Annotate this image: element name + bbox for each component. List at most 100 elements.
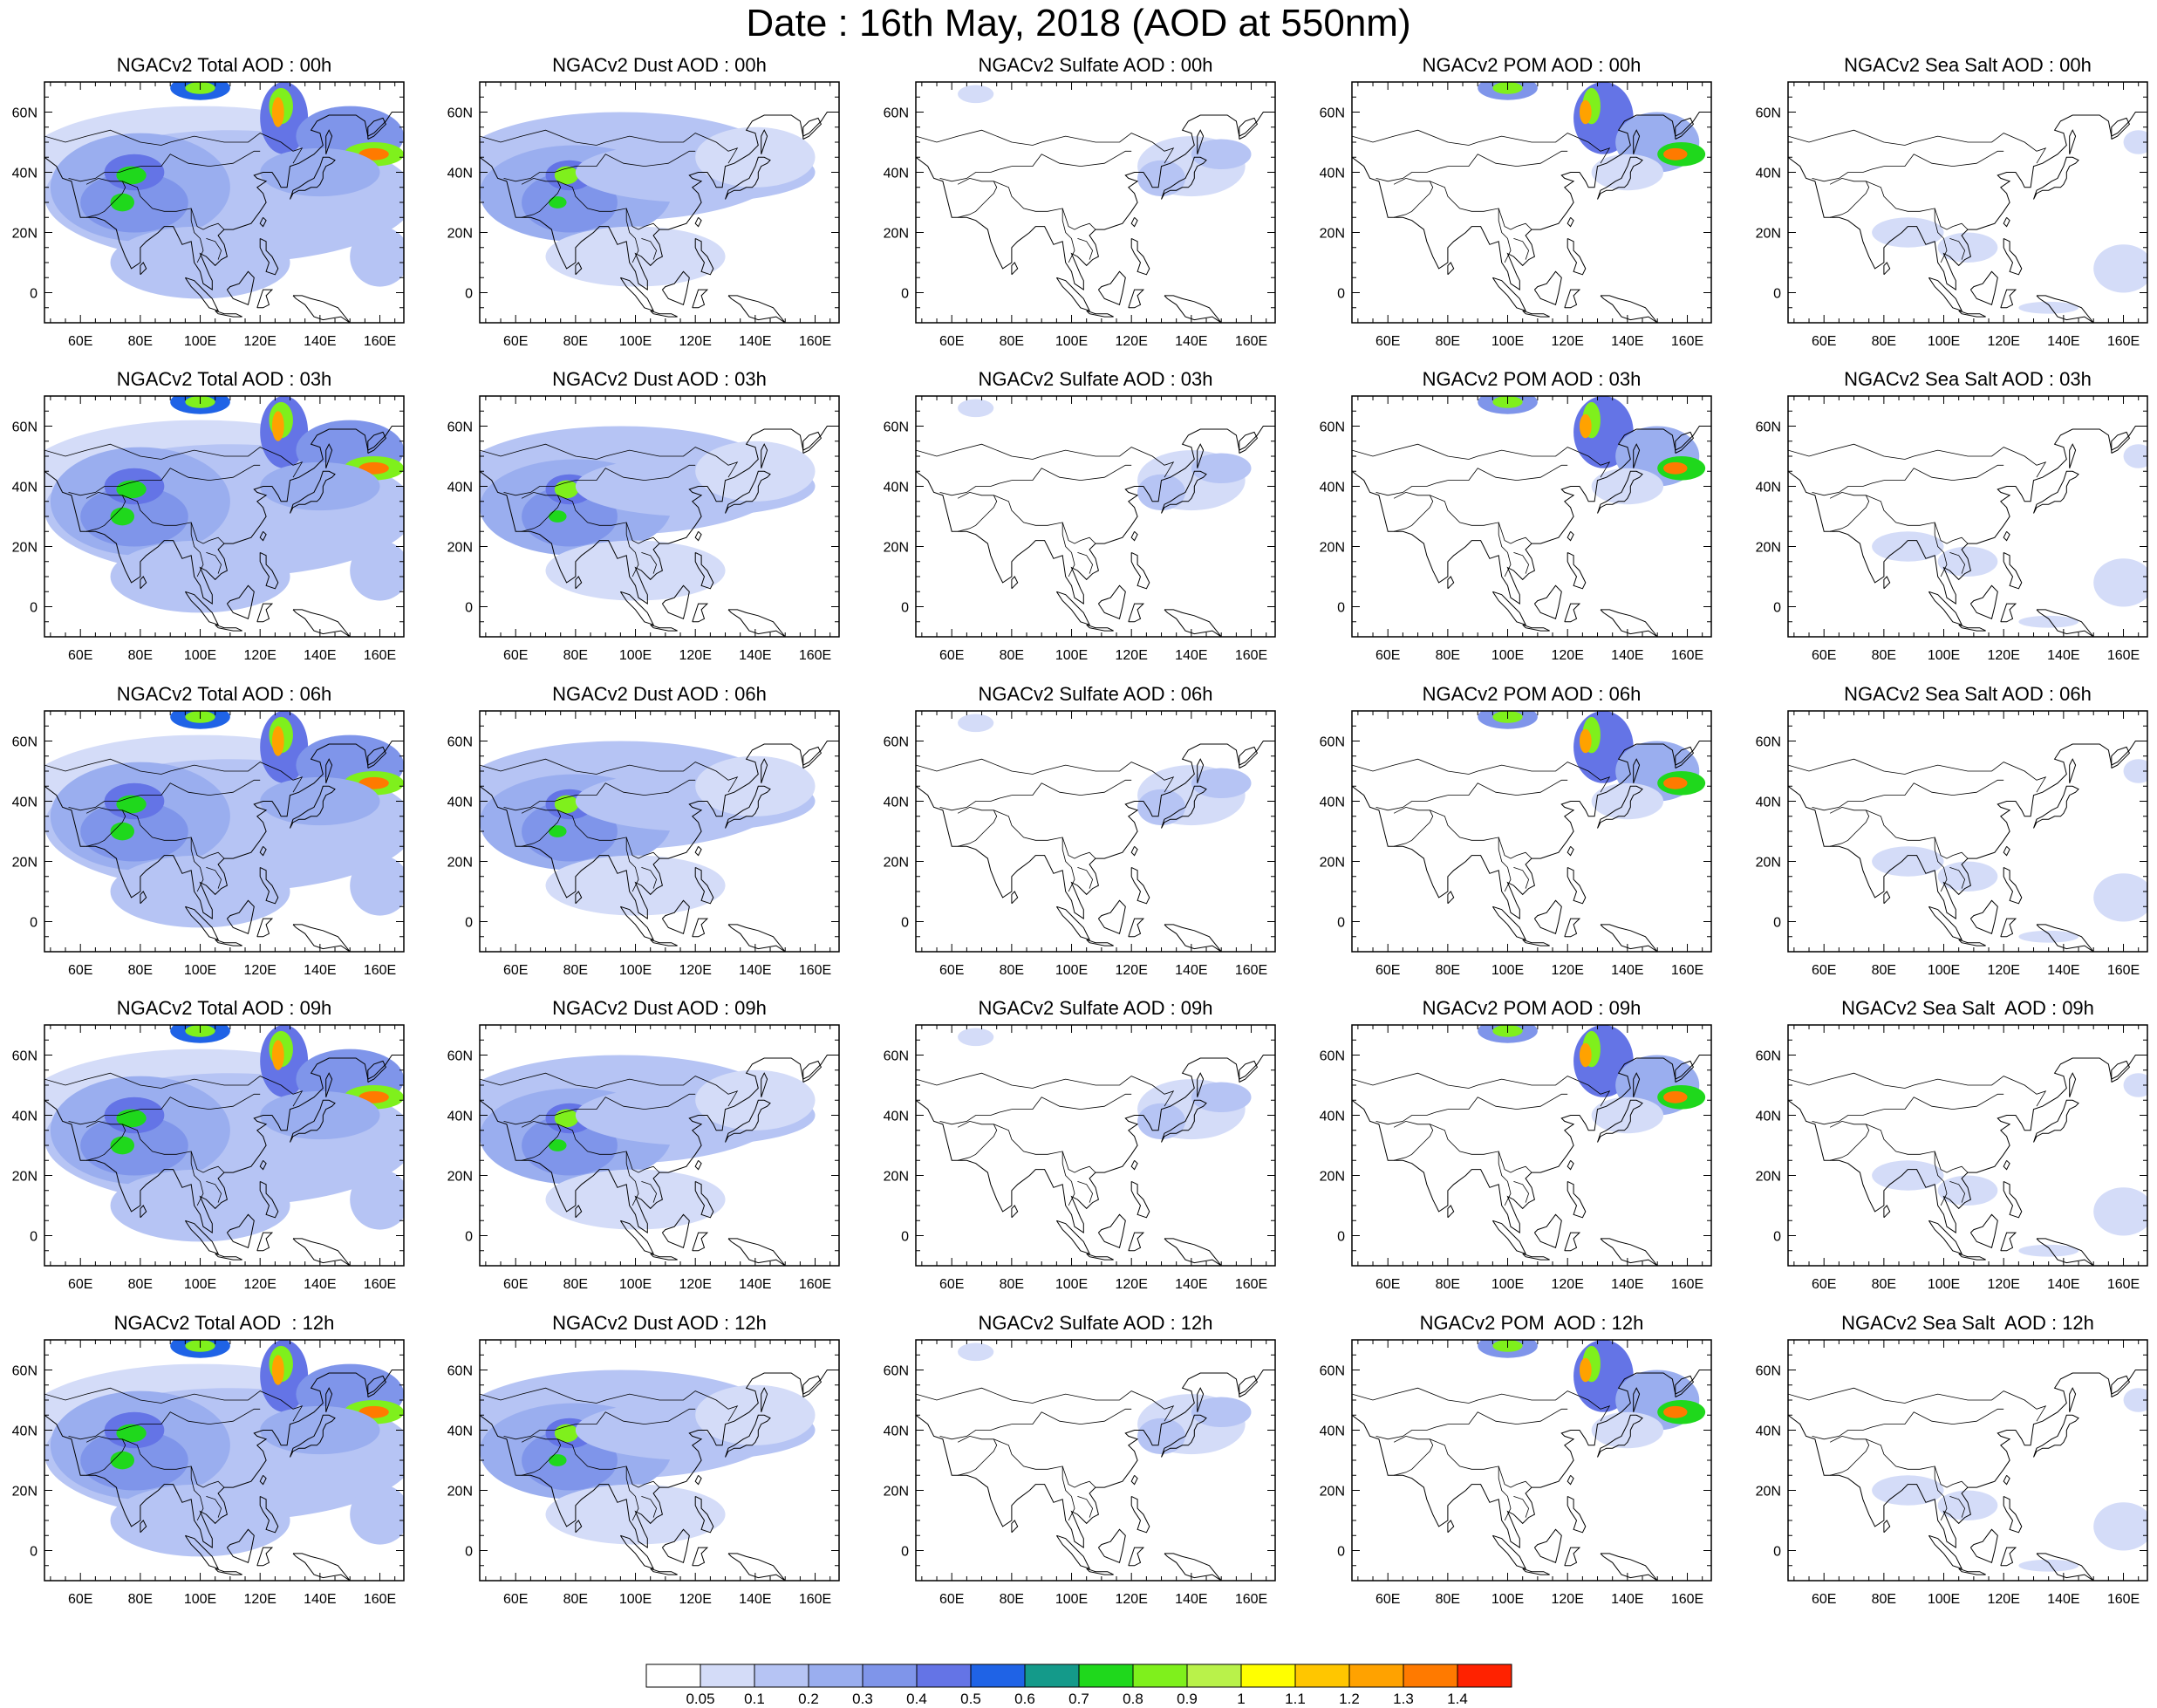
map-plot: 60N 40N 20N 0 60E 80E 100E 120E 140E 160E bbox=[1756, 710, 2148, 978]
lon-tick-label: 60E bbox=[1812, 1277, 1836, 1292]
lon-tick-label: 160E bbox=[799, 1277, 831, 1292]
coastline bbox=[1567, 1474, 1574, 1486]
country-border bbox=[1375, 1424, 1448, 1440]
map-plot: 60N 40N 20N 0 60E 80E 100E 120E 140E 160E bbox=[447, 81, 840, 349]
country-border bbox=[1883, 150, 2004, 167]
map-panel-sulfate-aod-09h: NGACv2 Sulfate AOD : 09h 60N 40N 20N 0 60E 80E… bbox=[872, 997, 1328, 1297]
country-border bbox=[140, 1408, 261, 1425]
aod-field-patch bbox=[1591, 468, 1664, 505]
coastline bbox=[1161, 156, 1207, 200]
coastline bbox=[650, 310, 678, 318]
colorbar-swatch bbox=[808, 1664, 863, 1688]
panel-title: NGACv2 Total AOD : 12h bbox=[113, 1312, 335, 1334]
coastline bbox=[575, 262, 583, 276]
coastline bbox=[1928, 1220, 1963, 1255]
country-border bbox=[1949, 1496, 1966, 1518]
lon-tick-label: 120E bbox=[1988, 1592, 2020, 1607]
coastline bbox=[2033, 785, 2079, 829]
coastline bbox=[1564, 603, 1581, 623]
coastline bbox=[1447, 1520, 1455, 1534]
coastline bbox=[1633, 758, 1641, 783]
coastline bbox=[1969, 270, 1998, 305]
map-panel-pom-aod-09h: NGACv2 POM AOD : 09h 60N 40N 20N 0 60E 80E 100E… bbox=[1308, 997, 1764, 1297]
coastline bbox=[1533, 584, 1562, 619]
coastline bbox=[694, 1180, 714, 1219]
coastline bbox=[1491, 1220, 1527, 1255]
aod-field-patch bbox=[1663, 1405, 1688, 1418]
coastline bbox=[1533, 1528, 1562, 1563]
lat-tick-label: 40N bbox=[447, 1424, 473, 1439]
lon-tick-label: 140E bbox=[1611, 1592, 1643, 1607]
country-border bbox=[503, 480, 576, 496]
country-border bbox=[68, 1109, 140, 1125]
lon-tick-label: 120E bbox=[679, 1592, 712, 1607]
lon-tick-label: 120E bbox=[1552, 334, 1584, 349]
coastline bbox=[1491, 905, 1527, 941]
coastline bbox=[761, 443, 768, 468]
panel-title: NGACv2 Dust AOD : 09h bbox=[552, 997, 767, 1019]
coastline bbox=[292, 924, 351, 952]
lat-tick-label: 40N bbox=[1320, 796, 1345, 810]
coastline bbox=[725, 470, 771, 514]
aod-field-patch bbox=[1663, 1090, 1688, 1103]
coastline bbox=[215, 939, 242, 946]
country-border bbox=[1011, 150, 1132, 167]
country-border bbox=[1829, 177, 1870, 218]
country-border bbox=[1812, 480, 1884, 496]
country-border bbox=[190, 1151, 204, 1206]
coastline bbox=[1164, 1238, 1222, 1266]
country-border bbox=[206, 867, 222, 889]
lat-tick-label: 20N bbox=[1320, 1170, 1345, 1185]
aod-field-patch bbox=[260, 776, 380, 826]
coastline bbox=[290, 785, 336, 829]
lon-tick-label: 80E bbox=[563, 334, 588, 349]
map-plot: 60N 40N 20N 0 60E 80E 100E 120E 140E 160E bbox=[12, 395, 405, 663]
lat-tick-label: 0 bbox=[1773, 601, 1781, 616]
country-border bbox=[641, 867, 658, 889]
coastline bbox=[1969, 899, 1998, 934]
coastline bbox=[1675, 746, 1695, 769]
lat-tick-label: 20N bbox=[884, 1485, 909, 1500]
country-border bbox=[1934, 837, 1948, 892]
coastline bbox=[184, 277, 220, 312]
lon-tick-label: 100E bbox=[619, 963, 652, 978]
lon-tick-label: 100E bbox=[1491, 648, 1524, 663]
coastline bbox=[1522, 1568, 1550, 1575]
lon-tick-label: 160E bbox=[2107, 1277, 2140, 1292]
aod-field-patch bbox=[1872, 531, 1944, 562]
aod-field-patch bbox=[1579, 1357, 1592, 1383]
lat-tick-label: 20N bbox=[447, 227, 473, 242]
aod-field-patch bbox=[260, 147, 380, 197]
country-border bbox=[916, 1387, 1175, 1422]
aod-field-patch bbox=[2093, 558, 2147, 607]
lat-tick-label: 40N bbox=[447, 1110, 473, 1124]
country-border bbox=[1375, 1109, 1448, 1125]
lon-tick-label: 160E bbox=[2107, 1592, 2140, 1607]
coastline bbox=[1533, 1213, 1562, 1248]
coastline bbox=[2036, 609, 2094, 637]
coastline bbox=[1097, 1528, 1126, 1563]
lon-tick-label: 140E bbox=[1611, 1277, 1643, 1292]
coastline bbox=[290, 1099, 336, 1143]
lon-tick-label: 100E bbox=[1928, 1277, 1960, 1292]
aod-field-patch bbox=[271, 1355, 284, 1385]
lat-tick-label: 0 bbox=[1337, 1230, 1345, 1245]
panel-title: NGACv2 Total AOD : 06h bbox=[116, 683, 332, 705]
aod-field-patch bbox=[110, 540, 290, 613]
country-border bbox=[625, 1465, 639, 1521]
coastline bbox=[1788, 426, 2147, 605]
aod-field-patch bbox=[1663, 461, 1688, 475]
coastline bbox=[727, 295, 786, 323]
map-plot: 60N 40N 20N 0 60E 80E 100E 120E 140E 160E bbox=[1320, 710, 1712, 978]
aod-field-patch bbox=[2093, 244, 2147, 293]
lat-tick-label: 40N bbox=[1756, 1110, 1781, 1124]
coastline bbox=[1086, 1253, 1114, 1261]
aod-field-patch bbox=[695, 126, 816, 188]
coastline bbox=[215, 310, 242, 318]
coastline bbox=[1600, 295, 1658, 323]
country-border bbox=[521, 177, 562, 218]
coastline bbox=[1533, 270, 1562, 305]
lon-tick-label: 120E bbox=[1552, 648, 1584, 663]
coastline bbox=[480, 1370, 839, 1549]
coastline bbox=[2003, 216, 2010, 228]
